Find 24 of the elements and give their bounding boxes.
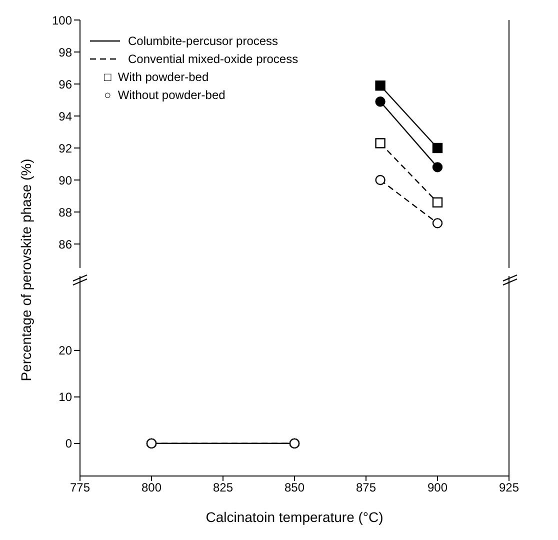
x-axis-title: Calcinatoin temperature (°C)	[206, 509, 384, 525]
y-tick-label: 98	[58, 45, 72, 60]
x-tick-label: 850	[284, 480, 305, 495]
annotation: □ With powder-bed	[104, 70, 209, 84]
y-tick-label: 90	[58, 173, 72, 188]
x-tick-label: 925	[498, 480, 520, 495]
x-tick-label: 825	[212, 480, 234, 495]
x-tick-label: 800	[141, 480, 162, 495]
y-tick-label: 88	[58, 205, 72, 220]
y-tick-label: 96	[58, 77, 72, 92]
y-tick-label: 94	[58, 109, 72, 124]
y-tick-label: 100	[52, 13, 72, 28]
y-axis-title: Percentage of perovskite phase (%)	[18, 158, 34, 382]
annotation: ○ Without powder-bed	[104, 88, 226, 102]
annotation: Columbite-percusor process	[128, 34, 278, 48]
y-tick-label: 10	[58, 390, 72, 404]
y-tick-label: 92	[58, 141, 72, 156]
y-tick-label: 0	[65, 436, 72, 451]
x-tick-label: 900	[427, 480, 448, 495]
x-tick-label: 875	[356, 480, 376, 495]
annotation: Convential mixed-oxide process	[128, 52, 298, 66]
x-tick-label: 775	[70, 480, 90, 495]
y-tick-label: 86	[58, 237, 72, 252]
y-tick-label: 20	[58, 344, 72, 358]
